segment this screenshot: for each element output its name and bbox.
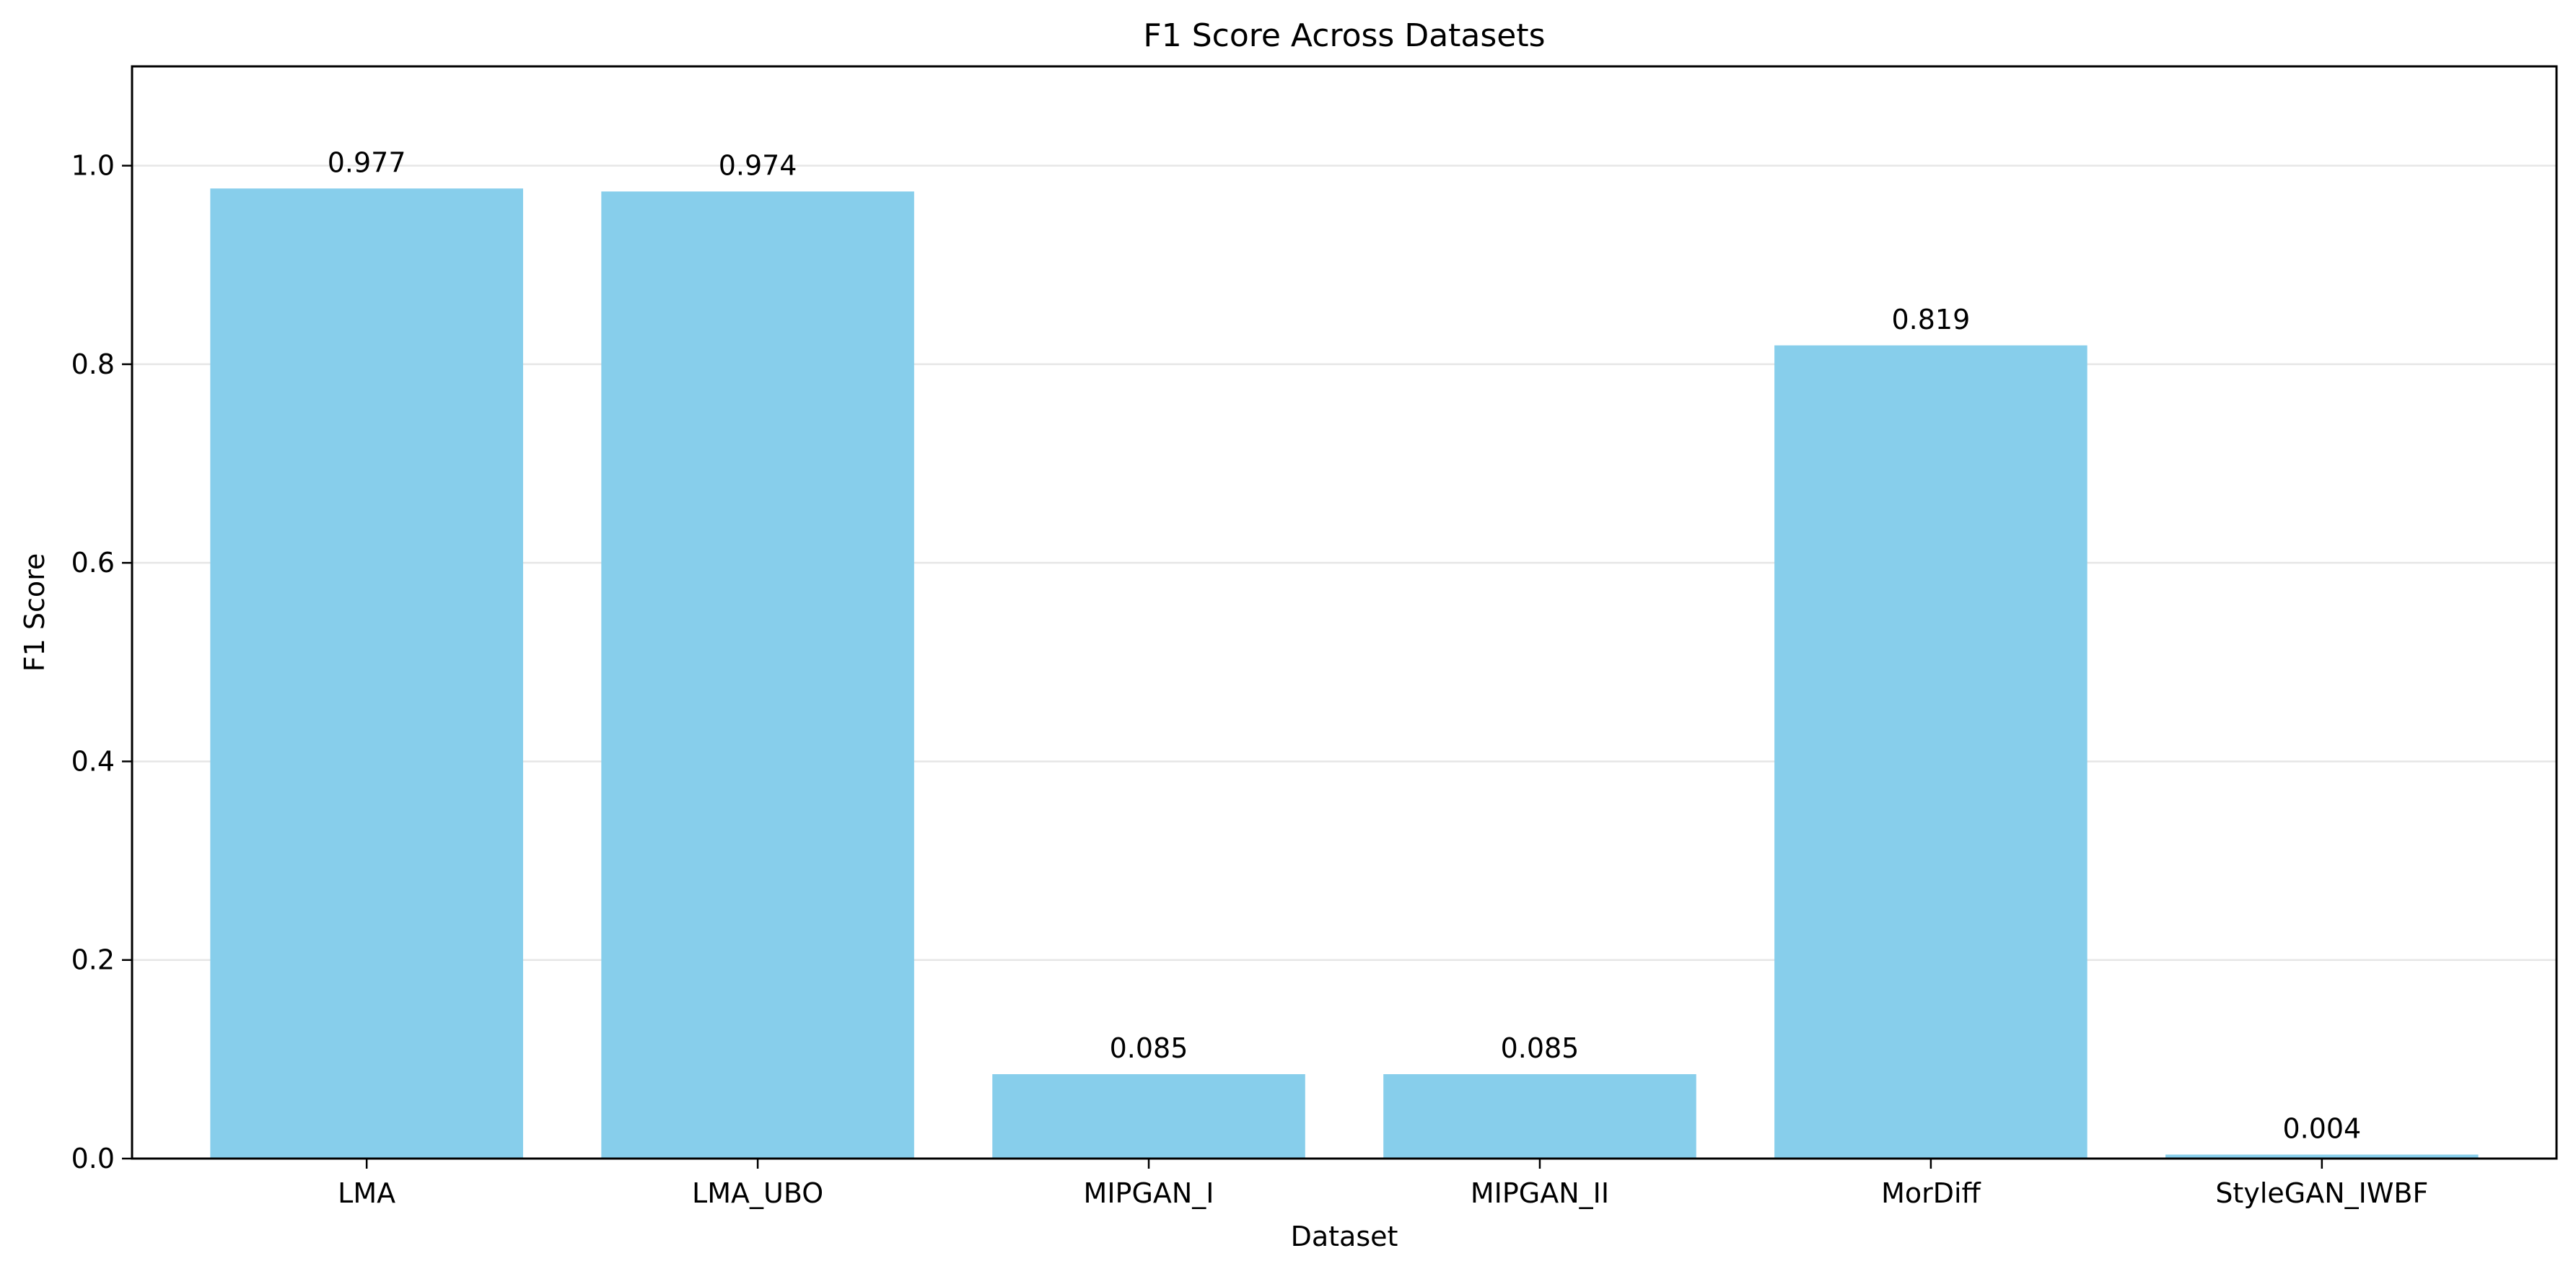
y-ticks: 0.0 0.2 0.4 0.6 0.8 1.0 [71, 150, 132, 1174]
x-tick-label: LMA [338, 1177, 395, 1209]
x-ticks: LMA LMA_UBO MIPGAN_I MIPGAN_II MorDiff StyleG… [338, 1159, 2428, 1209]
bar-value-label: 0.974 [719, 149, 797, 181]
y-tick-label: 0.2 [71, 944, 115, 976]
bar-value-label: 0.819 [1892, 304, 1971, 335]
bars [210, 188, 2479, 1159]
x-tick-label: StyleGAN_IWBF [2215, 1177, 2428, 1209]
y-tick-label: 0.4 [71, 745, 115, 777]
x-axis-label: Dataset [1291, 1221, 1398, 1252]
bar-value-label: 0.085 [1110, 1032, 1188, 1064]
y-tick-label: 0.8 [71, 348, 115, 380]
bar [210, 188, 523, 1159]
x-tick-label: MorDiff [1881, 1177, 1981, 1209]
bar [601, 191, 914, 1159]
chart-title: F1 Score Across Datasets [1143, 17, 1545, 54]
x-tick-label: MIPGAN_II [1471, 1177, 1609, 1209]
bar [1383, 1074, 1696, 1159]
bar-value-label: 0.085 [1501, 1032, 1580, 1064]
y-tick-label: 0.6 [71, 547, 115, 579]
x-tick-label: LMA_UBO [692, 1177, 823, 1209]
y-axis-label: F1 Score [19, 553, 51, 672]
x-tick-label: MIPGAN_I [1084, 1177, 1214, 1209]
y-tick-label: 0.0 [71, 1143, 115, 1174]
plot-frame [131, 65, 2558, 1160]
bar-value-label: 0.977 [328, 146, 406, 178]
bar-value-label: 0.004 [2282, 1112, 2361, 1144]
bar [1774, 345, 2087, 1159]
y-tick-label: 1.0 [71, 150, 115, 182]
bar-value-labels: 0.977 0.974 0.085 0.085 0.819 0.004 [328, 146, 2361, 1144]
bar [992, 1074, 1305, 1159]
bar [2165, 1154, 2479, 1159]
